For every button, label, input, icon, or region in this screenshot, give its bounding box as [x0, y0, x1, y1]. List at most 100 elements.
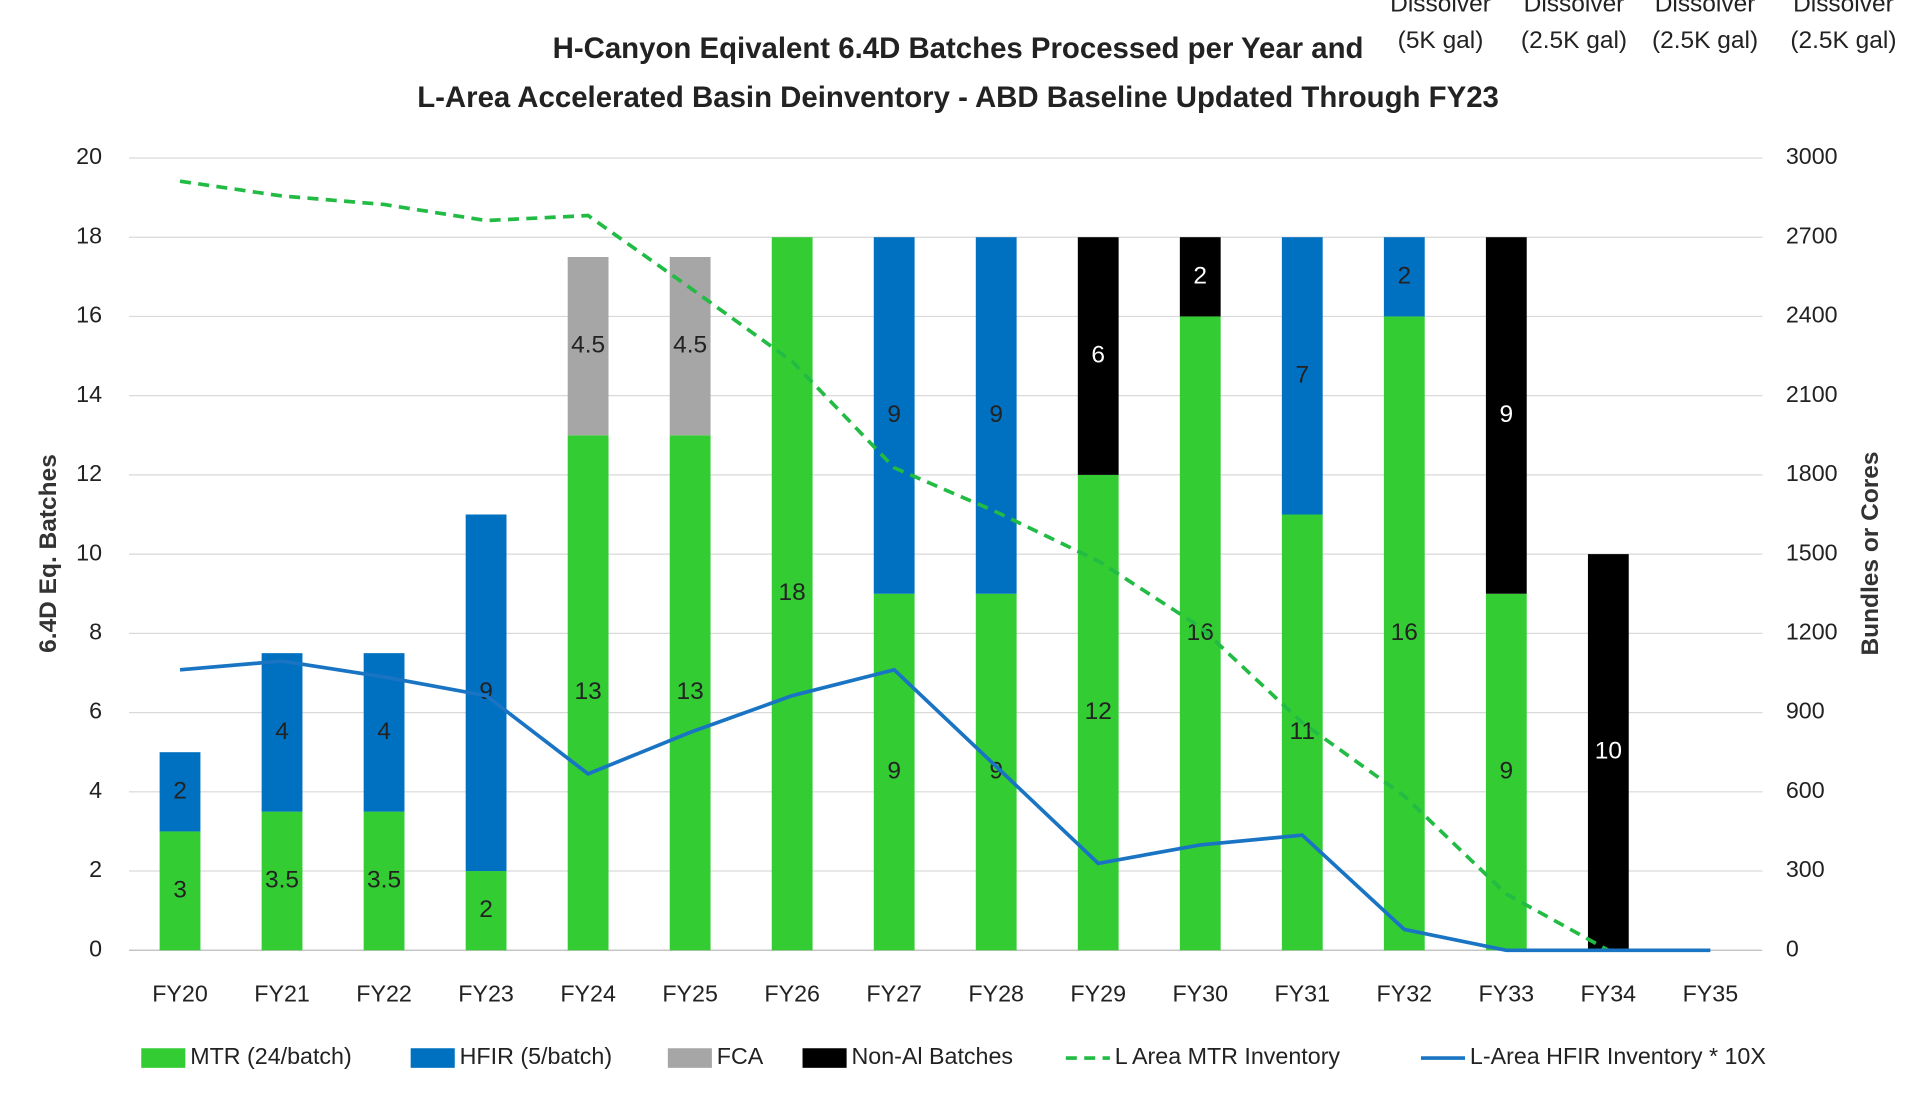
x-tick-label: FY21 [254, 981, 310, 1007]
y2-axis-title: Bundles or Cores [1857, 451, 1884, 655]
data-label: 3 [173, 876, 187, 903]
y2-tick-label: 1200 [1786, 618, 1838, 644]
bar-segment [771, 237, 813, 951]
x-tick-label: FY23 [458, 981, 514, 1007]
data-label: 16 [1391, 619, 1418, 646]
annotation: Dissolver [1655, 0, 1756, 17]
data-label: 3.5 [265, 866, 299, 893]
data-label: 18 [779, 579, 806, 606]
chart-title: H-Canyon Eqivalent 6.4D Batches Processe… [553, 32, 1364, 65]
legend-label: MTR (24/batch) [190, 1043, 352, 1069]
x-tick-label: FY24 [560, 981, 616, 1007]
bar-segment [159, 752, 201, 832]
legend-swatch [802, 1048, 847, 1068]
y-tick-label: 20 [76, 143, 102, 169]
bar-segment [669, 435, 711, 951]
x-tick-label: FY35 [1683, 981, 1739, 1007]
data-label: 2 [479, 896, 493, 923]
y-tick-label: 14 [76, 381, 102, 407]
x-tick-label: FY25 [662, 981, 718, 1007]
data-label: 2 [1397, 262, 1411, 289]
bar-segment [465, 871, 507, 951]
y-tick-label: 2 [89, 856, 102, 882]
annotation: Dissolver [1390, 0, 1491, 17]
legend-label: L Area MTR Inventory [1115, 1043, 1341, 1069]
data-label: 4.5 [673, 332, 707, 359]
annotation: Dissolver [1793, 0, 1894, 17]
bar-segment [1587, 554, 1629, 951]
x-tick-label: FY34 [1581, 981, 1637, 1007]
data-label: 4.5 [571, 332, 605, 359]
y-axis-title: 6.4D Eq. Batches [35, 454, 62, 653]
bar-segment [1383, 237, 1425, 317]
bar-segment [159, 831, 201, 951]
bar-segment [873, 593, 915, 951]
legend-label: Non-Al Batches [852, 1043, 1014, 1069]
y-tick-label: 8 [89, 618, 102, 644]
bar-segment [261, 653, 303, 812]
bar-segment [567, 257, 609, 436]
legend-swatch [141, 1048, 186, 1068]
y-tick-label: 12 [76, 460, 102, 486]
y2-tick-label: 900 [1786, 698, 1825, 724]
chart-title: L-Area Accelerated Basin Deinventory - A… [417, 81, 1499, 114]
y-tick-label: 6 [89, 698, 102, 724]
data-label: 9 [887, 757, 901, 784]
y2-tick-label: 2700 [1786, 222, 1838, 248]
x-tick-label: FY27 [866, 981, 922, 1007]
data-label: 4 [275, 718, 289, 745]
data-label: 2 [1193, 262, 1207, 289]
data-label: 7 [1295, 361, 1309, 388]
bar-segment [1485, 593, 1527, 951]
annotation: (2.5K gal) [1521, 27, 1627, 54]
bar-segment [261, 811, 303, 951]
y2-tick-label: 2100 [1786, 381, 1838, 407]
y-tick-label: 4 [89, 777, 102, 803]
annotation: (2.5K gal) [1790, 27, 1896, 54]
y2-tick-label: 3000 [1786, 143, 1838, 169]
y2-tick-label: 2400 [1786, 302, 1838, 328]
y-tick-label: 16 [76, 302, 102, 328]
x-tick-label: FY30 [1172, 981, 1228, 1007]
bar-segment [975, 237, 1017, 594]
bar-segment [1077, 237, 1119, 475]
y2-tick-label: 600 [1786, 777, 1825, 803]
legend-label: FCA [717, 1043, 764, 1069]
annotation: Dissolver [1524, 0, 1625, 17]
bar-segment [363, 811, 405, 951]
bar-segment [873, 237, 915, 594]
data-label: 9 [1500, 757, 1514, 784]
y-tick-label: 18 [76, 222, 102, 248]
legend-label: L-Area HFIR Inventory * 10X [1470, 1043, 1766, 1069]
x-tick-label: FY33 [1479, 981, 1535, 1007]
annotation: (2.5K gal) [1652, 27, 1758, 54]
data-label: 2 [173, 777, 187, 804]
bar-segment [1383, 316, 1425, 951]
data-label: 4 [377, 718, 391, 745]
data-label: 9 [989, 401, 1003, 428]
line-series [179, 179, 1610, 952]
legend-swatch [410, 1048, 455, 1068]
line-series [179, 659, 1711, 953]
x-tick-label: FY26 [764, 981, 820, 1007]
bar-segment [567, 435, 609, 951]
annotation: (5K gal) [1398, 27, 1484, 54]
data-label: 3.5 [367, 866, 401, 893]
y-tick-label: 0 [89, 935, 102, 961]
y2-tick-label: 0 [1786, 935, 1799, 961]
x-tick-label: FY28 [968, 981, 1024, 1007]
x-tick-label: FY20 [152, 981, 208, 1007]
x-tick-label: FY29 [1070, 981, 1126, 1007]
bar-segment [1485, 237, 1527, 594]
y2-tick-label: 1500 [1786, 539, 1838, 565]
data-label: 13 [574, 678, 601, 705]
legend-swatch [667, 1048, 712, 1068]
x-tick-label: FY31 [1274, 981, 1330, 1007]
bar-segment [1179, 237, 1221, 317]
y-tick-label: 10 [76, 539, 102, 565]
data-label: 9 [1500, 401, 1514, 428]
legend-label: HFIR (5/batch) [460, 1043, 612, 1069]
data-label: 9 [887, 401, 901, 428]
data-label: 10 [1595, 738, 1622, 765]
